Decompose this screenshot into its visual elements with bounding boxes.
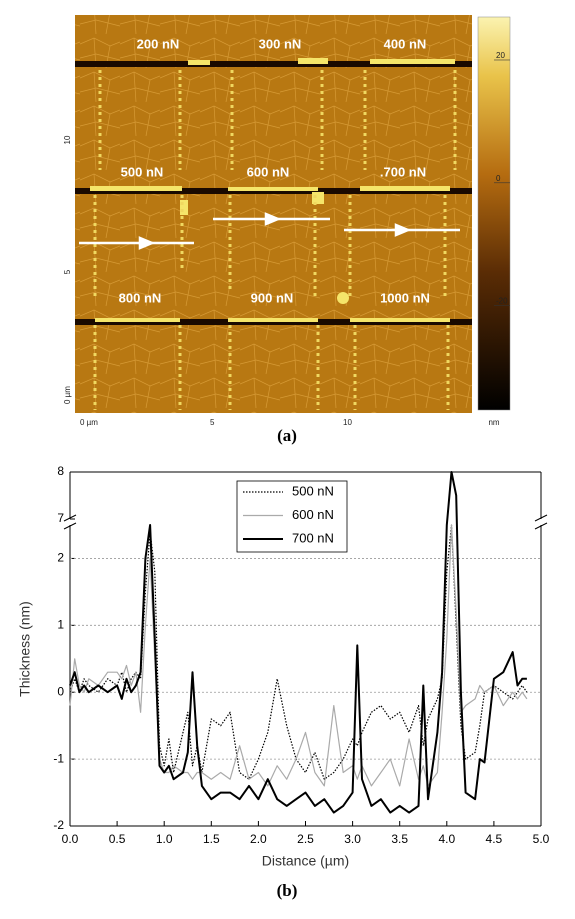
- x-tick-label: 3.5: [391, 832, 408, 846]
- y-tick-label: 2: [57, 551, 64, 565]
- x-tick-label: 10: [343, 418, 352, 427]
- force-label: 800 nN: [119, 290, 162, 305]
- x-tick-label: 1.5: [203, 832, 220, 846]
- force-label: .700 nN: [380, 164, 426, 179]
- y-tick-label: -2: [53, 818, 64, 832]
- x-tick-label: 1.0: [156, 832, 173, 846]
- line-chart: -2 -1 0 1 2 7 8 0.0 0.5 1.0 1.5 2.0 2.5 3.0 3.5 4.0 4.5 5…: [17, 464, 550, 900]
- force-label: 300 nN: [259, 36, 302, 51]
- axis-break: [63, 522, 77, 530]
- x-tick-label: 4.0: [438, 832, 455, 846]
- x-tick-label: 0 µm: [80, 418, 98, 427]
- x-tick-label: 2.5: [297, 832, 314, 846]
- force-label: 400 nN: [384, 36, 427, 51]
- x-tick-label: 5.0: [533, 832, 550, 846]
- x-axis-label: Distance (µm): [262, 853, 349, 869]
- force-label: 600 nN: [247, 164, 290, 179]
- x-tick-label: 0.0: [62, 832, 79, 846]
- y-tick-label: -1: [53, 751, 64, 765]
- force-label: 500 nN: [121, 164, 164, 179]
- y-axis-label: Thickness (nm): [17, 601, 33, 697]
- data-line: [69, 524, 528, 787]
- axis-break: [63, 514, 77, 522]
- y-tick-label: 5: [63, 269, 72, 274]
- colorbar-unit: nm: [488, 418, 499, 427]
- colorbar-tick-label: -20: [496, 297, 508, 306]
- colorbar: [477, 16, 511, 411]
- x-tick-label: 2.0: [250, 832, 267, 846]
- axis-break: [534, 522, 548, 530]
- colorbar-tick-label: 20: [496, 51, 505, 60]
- x-tick-label: 5: [210, 418, 215, 427]
- axis-break: [534, 514, 548, 522]
- x-tick-label: 4.5: [486, 832, 503, 846]
- legend-label: 700 nN: [292, 530, 334, 545]
- y-tick-label: 10: [63, 135, 72, 144]
- y-tick-label: 8: [57, 464, 64, 478]
- force-label: 200 nN: [137, 36, 180, 51]
- y-tick-label: 0 µm: [63, 386, 72, 404]
- y-tick-label: 1: [57, 618, 64, 632]
- legend-label: 500 nN: [292, 483, 334, 498]
- caption: (a): [277, 426, 297, 445]
- legend-label: 600 nN: [292, 507, 334, 522]
- force-label: 1000 nN: [380, 290, 430, 305]
- data-line: [69, 471, 527, 814]
- force-label: 900 nN: [251, 290, 294, 305]
- x-tick-label: 0.5: [109, 832, 126, 846]
- x-tick-label: 3.0: [344, 832, 361, 846]
- afm-image: 200 nN 300 nN 400 nN 500 nN 600 nN .700 …: [63, 15, 511, 445]
- colorbar-tick-label: 0: [496, 174, 501, 183]
- y-tick-label: 0: [57, 684, 64, 698]
- legend-box: [236, 480, 348, 553]
- y-tick-label: 7: [57, 511, 64, 525]
- caption: (b): [277, 881, 298, 900]
